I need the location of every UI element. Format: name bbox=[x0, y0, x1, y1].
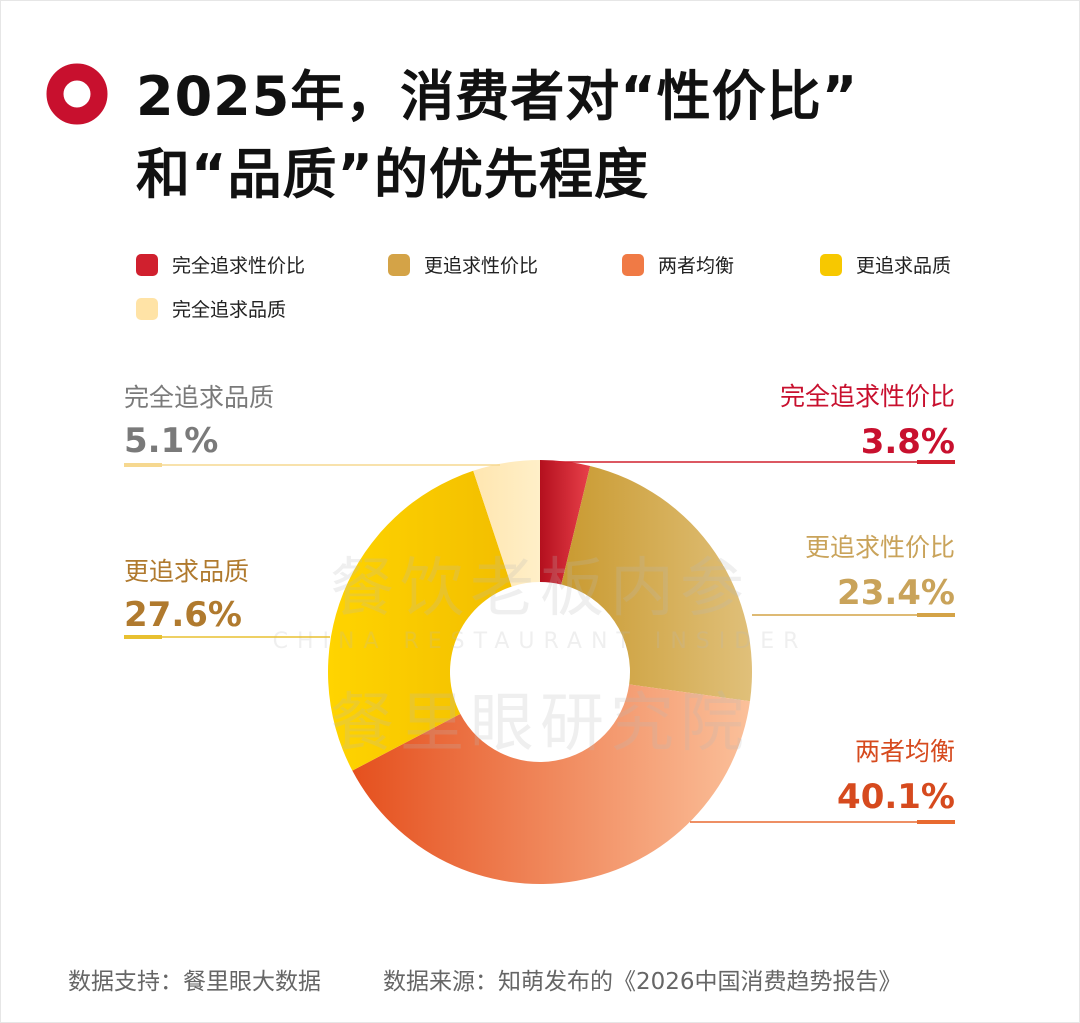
watermark-line-1: 餐饮老板内参 bbox=[330, 552, 750, 626]
leader-tick-4 bbox=[124, 463, 162, 467]
legend-item-2: 两者均衡 bbox=[622, 251, 734, 278]
page-title: 2025年，消费者对“性价比” 和“品质”的优先程度 bbox=[136, 58, 1036, 214]
slice-value-2: 40.1% bbox=[837, 777, 955, 817]
watermark-line-2: CHINA RESTAURANT INSIDER bbox=[273, 629, 808, 654]
slice-label-3: 更追求品质 bbox=[124, 557, 249, 586]
leader-tick-0 bbox=[917, 460, 955, 464]
legend-swatch-2 bbox=[622, 253, 644, 276]
legend-label-3: 更追求品质 bbox=[856, 255, 952, 277]
donut-slice-1 bbox=[561, 466, 753, 702]
leader-tick-3 bbox=[124, 635, 162, 639]
slice-value-4: 5.1% bbox=[124, 421, 218, 461]
legend-item-0: 完全追求性价比 bbox=[136, 251, 305, 278]
donut-slice-4 bbox=[473, 460, 540, 587]
watermark-line-3: 餐里眼研究院 bbox=[330, 687, 750, 761]
legend-item-4: 完全追求品质 bbox=[136, 295, 286, 322]
donut-slice-2 bbox=[352, 684, 750, 884]
legend-item-1: 更追求性价比 bbox=[388, 251, 538, 278]
legend-swatch-3 bbox=[820, 253, 842, 276]
title-ring-icon bbox=[46, 63, 108, 125]
slice-label-0: 完全追求性价比 bbox=[780, 382, 955, 411]
legend-label-4: 完全追求品质 bbox=[172, 299, 287, 321]
legend-label-2: 两者均衡 bbox=[658, 255, 735, 277]
donut-chart: 餐饮老板内参 CHINA RESTAURANT INSIDER 餐里眼研究院 完全追求… bbox=[124, 382, 955, 884]
leader-tick-1 bbox=[917, 613, 955, 617]
title-line-1: 2025年，消费者对“性价比” bbox=[136, 65, 859, 128]
footer-support: 数据支持：餐里眼大数据 bbox=[68, 969, 321, 995]
legend-label-0: 完全追求性价比 bbox=[172, 255, 306, 277]
footer-source: 数据来源：知萌发布的《2026中国消费趋势报告》 bbox=[383, 969, 902, 995]
slice-value-3: 27.6% bbox=[124, 595, 242, 635]
legend-swatch-1 bbox=[388, 253, 410, 276]
donut-slice-0 bbox=[540, 460, 591, 585]
legend: 完全追求性价比 更追求性价比 两者均衡 更追求品质 完全追求品质 bbox=[0, 0, 1080, 330]
legend-item-3: 更追求品质 bbox=[820, 251, 951, 278]
title-line-2: 和“品质”的优先程度 bbox=[136, 143, 649, 206]
slice-label-4: 完全追求品质 bbox=[124, 383, 274, 412]
footer: 数据支持：餐里眼大数据 数据来源：知萌发布的《2026中国消费趋势报告》 bbox=[68, 962, 1068, 996]
legend-swatch-4 bbox=[136, 297, 158, 320]
slice-value-1: 23.4% bbox=[837, 573, 955, 613]
slice-label-2: 两者均衡 bbox=[855, 737, 955, 766]
legend-label-1: 更追求性价比 bbox=[424, 255, 539, 277]
leader-tick-2 bbox=[917, 820, 955, 824]
slice-value-0: 3.8% bbox=[861, 422, 955, 462]
watermark: 餐饮老板内参 CHINA RESTAURANT INSIDER 餐里眼研究院 bbox=[273, 552, 808, 761]
slice-label-1: 更追求性价比 bbox=[805, 533, 955, 562]
donut-slice-3 bbox=[328, 470, 512, 771]
legend-swatch-0 bbox=[136, 253, 158, 276]
